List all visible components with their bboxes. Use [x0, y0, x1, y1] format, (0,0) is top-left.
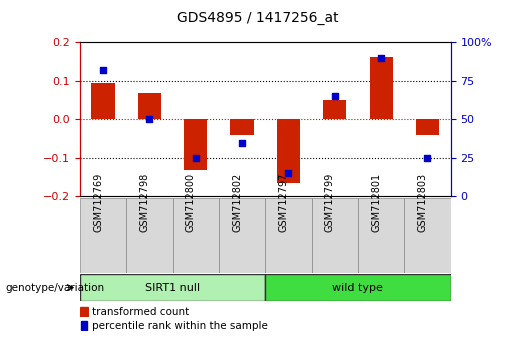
- Bar: [358, 198, 404, 273]
- Bar: [219, 198, 265, 273]
- Text: GSM712802: GSM712802: [232, 172, 242, 232]
- Text: percentile rank within the sample: percentile rank within the sample: [92, 321, 268, 331]
- Text: GSM712801: GSM712801: [371, 172, 381, 232]
- Text: transformed count: transformed count: [92, 307, 189, 316]
- Bar: [80, 198, 126, 273]
- Text: SIRT1 null: SIRT1 null: [145, 282, 200, 293]
- Text: GSM712800: GSM712800: [186, 172, 196, 232]
- Bar: [416, 120, 439, 135]
- Bar: [312, 198, 358, 273]
- Bar: [92, 83, 114, 120]
- Bar: [184, 120, 207, 170]
- Bar: [81, 321, 87, 330]
- Point: [238, 140, 246, 145]
- Bar: [369, 57, 392, 120]
- Text: GSM712769: GSM712769: [93, 172, 103, 232]
- Text: GDS4895 / 1417256_at: GDS4895 / 1417256_at: [177, 11, 338, 25]
- Bar: [277, 120, 300, 183]
- Text: GSM712799: GSM712799: [325, 172, 335, 232]
- Bar: [265, 274, 451, 301]
- Point: [99, 67, 107, 73]
- Bar: [404, 198, 451, 273]
- Text: GSM712803: GSM712803: [418, 172, 427, 232]
- Bar: [126, 198, 173, 273]
- Point: [192, 155, 200, 161]
- Point: [331, 93, 339, 99]
- Point: [423, 155, 432, 161]
- Bar: [80, 274, 265, 301]
- Point: [145, 117, 153, 122]
- Bar: [80, 307, 88, 316]
- Point: [377, 55, 385, 61]
- Text: GSM712798: GSM712798: [140, 172, 149, 232]
- Bar: [173, 198, 219, 273]
- Bar: [138, 92, 161, 120]
- Bar: [231, 120, 253, 135]
- Point: [284, 171, 293, 176]
- Bar: [323, 100, 346, 120]
- Text: wild type: wild type: [333, 282, 383, 293]
- Text: GSM712797: GSM712797: [279, 172, 288, 232]
- Bar: [265, 198, 312, 273]
- Text: genotype/variation: genotype/variation: [5, 282, 104, 293]
